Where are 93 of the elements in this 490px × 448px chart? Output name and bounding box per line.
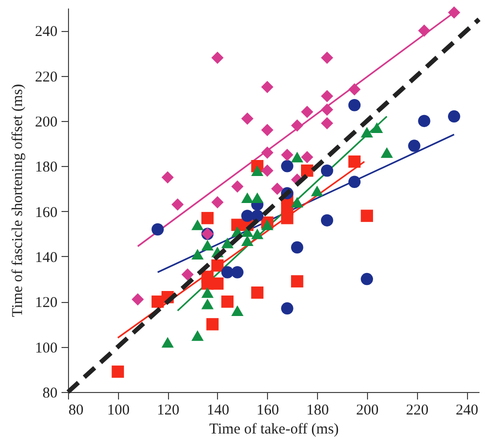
point	[211, 196, 224, 208]
point	[261, 164, 274, 177]
point	[281, 160, 294, 172]
x-tick-label: 120	[156, 402, 180, 418]
point	[380, 147, 393, 158]
point	[281, 302, 294, 315]
point	[360, 126, 374, 138]
x-tick-label: 200	[356, 402, 379, 418]
point	[291, 275, 304, 288]
point	[320, 104, 334, 116]
point	[301, 150, 314, 164]
point	[261, 80, 274, 94]
point	[201, 298, 214, 310]
y-tick-label: 200	[35, 114, 58, 130]
y-tick-label: 220	[35, 69, 58, 86]
y-tick-label: 100	[35, 340, 58, 356]
point	[251, 210, 264, 222]
point	[251, 165, 264, 176]
point	[348, 99, 361, 112]
y-axis-title: Time of fascicle shortening offset (ms)	[10, 84, 26, 317]
point	[291, 241, 304, 254]
point	[251, 228, 264, 240]
point	[281, 148, 294, 161]
point	[291, 152, 304, 162]
point	[301, 106, 314, 118]
point	[112, 366, 124, 378]
y-tick-label: 180	[35, 160, 58, 176]
point	[418, 24, 430, 37]
point	[348, 83, 361, 96]
point	[231, 266, 244, 278]
point	[348, 176, 361, 188]
point	[241, 210, 254, 222]
point	[211, 277, 224, 290]
point	[320, 52, 334, 64]
point	[162, 171, 174, 184]
point	[418, 114, 430, 128]
point	[201, 240, 214, 250]
point	[360, 210, 374, 222]
point	[191, 220, 204, 230]
point	[370, 122, 383, 134]
point	[191, 330, 204, 341]
x-tick-label: 180	[306, 402, 329, 418]
point	[348, 155, 361, 168]
point	[132, 293, 144, 306]
point	[291, 196, 304, 208]
point	[221, 266, 234, 278]
point	[271, 182, 284, 195]
y-tick-label: 160	[35, 204, 58, 221]
point	[320, 117, 334, 130]
point	[162, 337, 174, 348]
point	[201, 212, 214, 224]
point	[152, 223, 164, 236]
point	[206, 318, 219, 330]
point	[320, 164, 334, 177]
x-tick-label: 240	[456, 402, 478, 418]
y-tick-label: 240	[35, 24, 58, 40]
point	[221, 238, 234, 248]
point	[251, 286, 264, 299]
point	[241, 112, 254, 125]
point	[291, 119, 304, 132]
point	[261, 124, 274, 136]
point	[191, 248, 204, 260]
point	[181, 268, 194, 281]
point	[211, 259, 224, 272]
point	[281, 212, 294, 224]
point	[261, 220, 274, 230]
x-tick-label: 100	[107, 402, 130, 418]
point	[310, 186, 324, 196]
point	[221, 296, 234, 308]
point	[408, 140, 420, 152]
point	[241, 235, 254, 246]
point	[211, 52, 224, 64]
point	[171, 198, 184, 211]
x-tick-label: 140	[206, 402, 230, 418]
x-axis-title: Time of take-off (ms)	[209, 422, 339, 438]
point	[301, 164, 314, 177]
point	[360, 272, 374, 286]
point	[251, 192, 264, 204]
x-tick-label: 80	[68, 402, 84, 418]
point	[320, 90, 334, 102]
point	[201, 287, 214, 298]
point	[231, 305, 244, 316]
point	[261, 146, 274, 159]
point	[320, 214, 334, 226]
y-tick-label: 120	[35, 295, 58, 312]
y-tick-label: 80	[42, 386, 58, 402]
point	[448, 110, 460, 123]
y-tick-label: 140	[35, 250, 58, 266]
point	[231, 180, 244, 193]
x-tick-label: 220	[406, 402, 428, 418]
x-tick-label: 160	[256, 402, 280, 418]
point	[448, 6, 460, 19]
point	[241, 192, 254, 204]
